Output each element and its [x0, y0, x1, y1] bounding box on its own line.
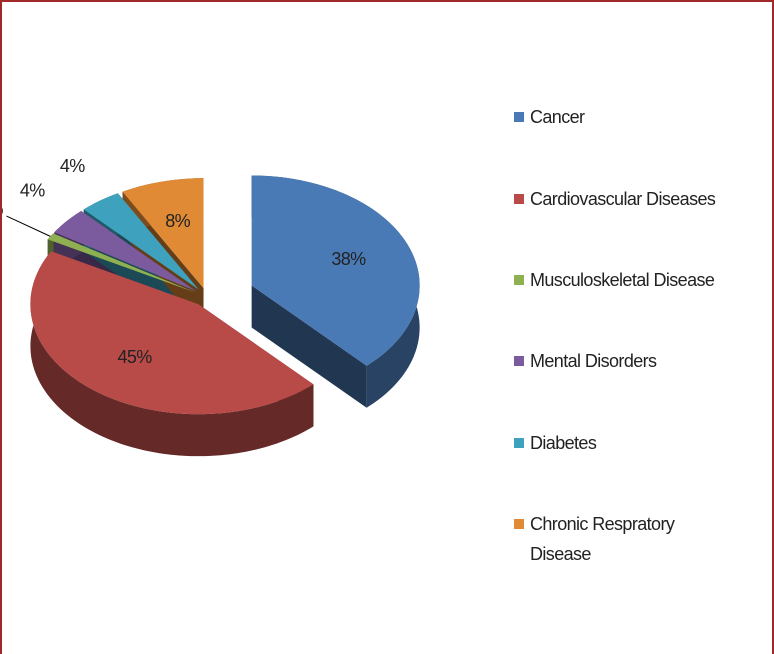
- legend-swatch: [514, 519, 524, 529]
- slice-tops: [30, 175, 420, 415]
- slice: [54, 211, 197, 292]
- legend-label: Cancer: [530, 107, 585, 127]
- data-label: 45%: [117, 347, 152, 367]
- legend-swatch: [514, 112, 524, 122]
- legend-item: Musculoskeletal Disease: [514, 265, 750, 295]
- legend-item: Diabetes: [514, 428, 750, 458]
- slice-wall: [251, 285, 367, 408]
- legend-item: Chronic Respratory Disease: [514, 509, 710, 569]
- legend-swatch: [514, 275, 524, 285]
- legend-swatch: [514, 356, 524, 366]
- slice: [47, 233, 195, 293]
- legend-label: Musculoskeletal Disease: [530, 270, 715, 290]
- legend-swatch: [514, 438, 524, 448]
- pie-chart: 38% 45% 1% 4% 4% 8%: [2, 156, 420, 457]
- data-label: 4%: [60, 156, 85, 176]
- legend-label: Diabetes: [530, 433, 597, 453]
- slice: [251, 175, 420, 366]
- legend-item: Cardiovascular Diseases: [514, 184, 750, 214]
- data-label: 1%: [2, 199, 4, 219]
- leader-line: [6, 215, 51, 237]
- slice-side: [30, 251, 314, 457]
- data-label: 38%: [331, 249, 366, 269]
- legend-swatch: [514, 194, 524, 204]
- slice: [83, 193, 199, 290]
- data-label: 4%: [20, 180, 45, 200]
- legend-label: Mental Disorders: [530, 351, 657, 371]
- data-label: 8%: [165, 211, 190, 231]
- slice: [30, 251, 314, 415]
- legend-item: Cancer: [514, 102, 750, 132]
- data-labels: 38% 45% 1% 4% 4% 8%: [2, 156, 367, 367]
- slice: [122, 178, 204, 289]
- legend-label: Chronic Respratory Disease: [530, 514, 675, 564]
- legend-label: Cardiovascular Diseases: [530, 189, 716, 209]
- legend-item: Mental Disorders: [514, 346, 750, 376]
